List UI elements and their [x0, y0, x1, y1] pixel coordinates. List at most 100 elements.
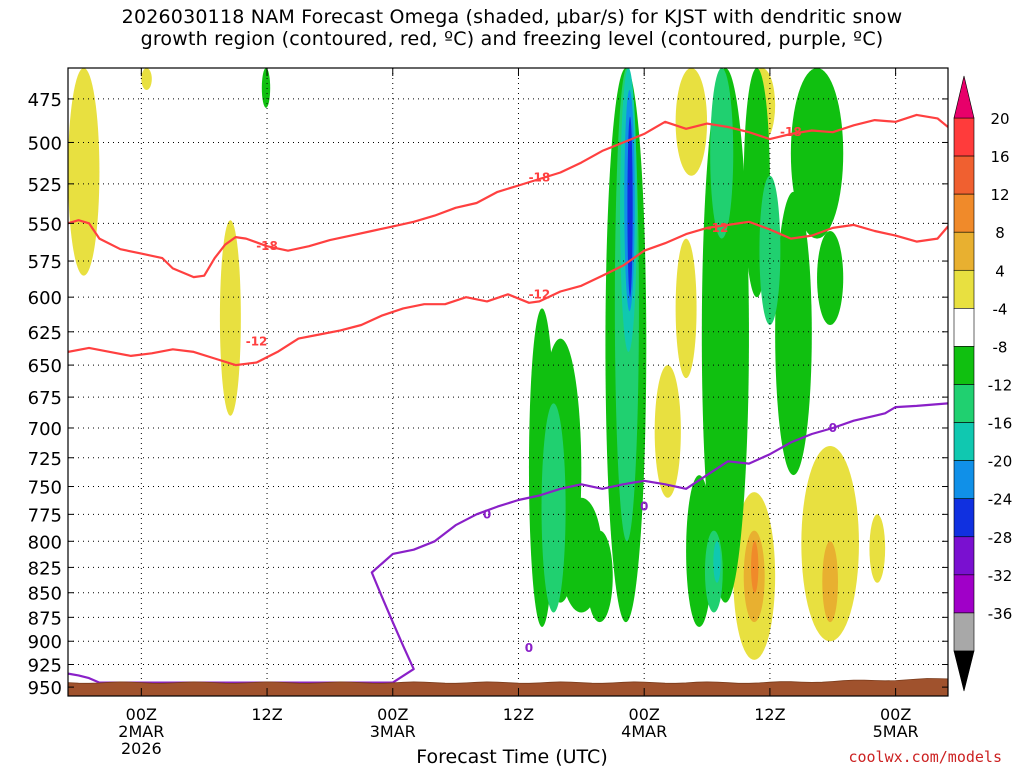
- shading-region-pos4: [141, 68, 152, 90]
- x-tick-label-0-0: 00Z: [126, 705, 157, 724]
- y-tick-label-850: 850: [28, 584, 62, 605]
- x-tick-label-24-1: 3MAR: [370, 722, 416, 741]
- colorbar-label-4: 4: [995, 262, 1005, 280]
- x-tick-label-60-0: 12Z: [754, 705, 785, 724]
- x-tick-label-0-2: 2026: [121, 739, 162, 758]
- x-tick-label-72-0: 00Z: [880, 705, 911, 724]
- colorbar-band-5: [953, 308, 975, 347]
- colorbar-band-2: [953, 193, 975, 233]
- colorbar-label-13: -36: [988, 605, 1013, 623]
- y-tick-label-900: 900: [28, 632, 62, 653]
- x-tick-label-48-1: 4MAR: [621, 722, 667, 741]
- shading-region-neg12: [713, 541, 721, 583]
- shading-region-neg8: [710, 68, 734, 239]
- colorbar-label-0: 20: [990, 110, 1009, 128]
- colorbar-label-3: 8: [995, 224, 1005, 242]
- y-tick-label-525: 525: [28, 175, 62, 196]
- shading-region-neg4: [686, 475, 713, 627]
- shading-region-neg20: [627, 116, 633, 298]
- y-tick-label-725: 725: [28, 449, 62, 470]
- shading-region-neg8: [541, 403, 566, 613]
- y-tick-label-475: 475: [28, 90, 62, 111]
- shading-region-neg4: [817, 231, 844, 325]
- contour-label--18-2: -18: [780, 125, 802, 139]
- shading-region-neg4: [790, 68, 844, 239]
- colorbar-label-8: -16: [988, 415, 1013, 433]
- colorbar-band-7: [953, 384, 975, 423]
- y-tick-label-800: 800: [28, 532, 62, 553]
- shading-region-neg4: [586, 530, 613, 623]
- contour-0: [68, 402, 948, 684]
- y-tick-label-875: 875: [28, 608, 62, 629]
- contour-label--12-1: -12: [529, 287, 551, 301]
- y-tick-label-600: 600: [28, 288, 62, 309]
- colorbar-label-10: -24: [988, 491, 1013, 509]
- shading-region-pos4: [219, 220, 241, 416]
- y-tick-label-650: 650: [28, 356, 62, 377]
- plot-frame: [67, 67, 949, 697]
- y-tick-label-575: 575: [28, 252, 62, 273]
- contour-label-0-3: 0: [525, 641, 533, 655]
- shading-region-neg4: [261, 68, 271, 108]
- colorbar-band-8: [953, 422, 975, 461]
- x-tick-label-24-0: 00Z: [377, 705, 408, 724]
- colorbar-band-13: [953, 612, 975, 652]
- shading-region-pos4: [675, 238, 697, 379]
- shading-region-pos4: [68, 68, 100, 276]
- x-tick-label-36-0: 12Z: [503, 705, 534, 724]
- y-axis-ticks: 475 500 525 550 575 600 625 650 675 700 725 750 775 8…: [28, 90, 948, 699]
- title-line-2: growth region (contoured, red, ºC) and f…: [140, 28, 884, 50]
- colorbar-label-1: 16: [990, 148, 1009, 166]
- contour-label--18-1: -18: [529, 170, 551, 184]
- dotted-grid: [68, 68, 948, 696]
- colorbar-band-11: [953, 536, 975, 576]
- y-tick-label-500: 500: [28, 133, 62, 154]
- title-line-1: 2026030118 NAM Forecast Omega (shaded, μ…: [121, 6, 903, 28]
- y-tick-label-700: 700: [28, 419, 62, 440]
- terrain-ground: [68, 678, 948, 696]
- colorbar-label-9: -20: [988, 453, 1013, 471]
- contour-label-0-1: 0: [640, 500, 648, 514]
- colorbar-label-2: 12: [990, 186, 1009, 204]
- contour--12: [68, 220, 948, 367]
- contour-label--12-0: -12: [246, 334, 268, 348]
- colorbar-band-12: [953, 574, 975, 614]
- y-tick-label-925: 925: [28, 655, 62, 676]
- x-tick-label-48-0: 00Z: [629, 705, 660, 724]
- chart-title: 2026030118 NAM Forecast Omega (shaded, μ…: [0, 6, 1024, 50]
- contour-label--18-0: -18: [256, 239, 278, 253]
- colorbar: 20 16 12 8 4 -4 -8 -12 -16 -20 -24 -28 -32 -36: [953, 75, 1013, 692]
- colorbar-band-10: [953, 498, 975, 538]
- y-tick-label-625: 625: [28, 323, 62, 344]
- colorbar-band-0: [953, 117, 975, 157]
- shading-region-pos8: [822, 541, 839, 623]
- shading-region-pos4: [869, 514, 886, 583]
- y-tick-label-750: 750: [28, 478, 62, 499]
- colorbar-top-triangle: [953, 75, 975, 119]
- colorbar-band-1: [953, 155, 975, 195]
- shading-region-neg4: [775, 191, 812, 476]
- shading-region-pos12: [751, 541, 759, 593]
- colorbar-band-4: [953, 269, 975, 309]
- y-tick-label-775: 775: [28, 505, 62, 526]
- temperature-contours: -18 -18 -18 -12 -12 -12 0 0 0 0: [68, 113, 948, 684]
- y-tick-label-550: 550: [28, 214, 62, 235]
- omega-shading: [68, 68, 886, 660]
- contour--18: [68, 113, 948, 279]
- contour-label-0-2: 0: [829, 421, 837, 435]
- shading-region-pos4: [654, 365, 681, 498]
- colorbar-label-6: -8: [993, 338, 1008, 356]
- colorbar-band-3: [953, 231, 975, 271]
- shading-region-pos4: [675, 68, 708, 176]
- colorbar-band-9: [953, 460, 975, 500]
- y-tick-label-950: 950: [28, 678, 62, 699]
- colorbar-bottom-triangle: [953, 650, 975, 692]
- shading-region-neg8: [759, 175, 781, 325]
- x-tick-label-0-1: 2MAR: [118, 722, 164, 741]
- x-axis-label: Forecast Time (UTC): [416, 746, 608, 768]
- y-tick-label-675: 675: [28, 388, 62, 409]
- colorbar-label-11: -28: [988, 529, 1013, 547]
- colorbar-band-6: [953, 346, 975, 385]
